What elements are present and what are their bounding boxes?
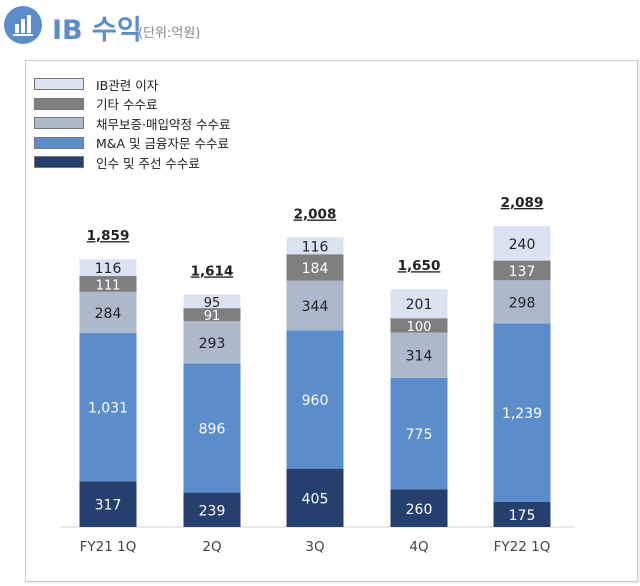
legend-item: IB관련 이자 bbox=[34, 75, 158, 93]
legend-swatch bbox=[34, 156, 84, 168]
data-label: 260 bbox=[406, 502, 433, 518]
bar-segment bbox=[286, 330, 344, 469]
legend-swatch bbox=[34, 117, 84, 129]
category-label: 4Q bbox=[409, 539, 428, 555]
data-label: 960 bbox=[302, 393, 329, 409]
legend-item: 채무보증·매입약정 수수료 bbox=[34, 114, 230, 132]
bar-segment bbox=[79, 275, 137, 292]
category-label: 3Q bbox=[305, 539, 324, 555]
page-title: IB 수익 bbox=[52, 15, 142, 46]
bar-segment bbox=[493, 501, 551, 527]
data-label: 405 bbox=[302, 491, 329, 507]
bar-segment bbox=[286, 468, 344, 527]
data-label: 137 bbox=[509, 264, 536, 280]
legend-swatch bbox=[34, 136, 84, 149]
bar-segment bbox=[390, 489, 448, 527]
bar-segment bbox=[183, 492, 241, 527]
data-label: 298 bbox=[509, 295, 536, 311]
data-label: 240 bbox=[509, 237, 536, 253]
bar-segment bbox=[286, 280, 344, 331]
data-label: 201 bbox=[406, 297, 433, 313]
bar-segment bbox=[183, 321, 241, 364]
total-label: 1,614 bbox=[191, 263, 234, 279]
total-label: 1,859 bbox=[87, 228, 130, 244]
legend-swatch bbox=[34, 78, 84, 90]
bar-segment bbox=[79, 332, 137, 482]
data-label: 293 bbox=[199, 336, 226, 352]
bar-segment bbox=[183, 308, 241, 322]
bar-segment bbox=[390, 332, 448, 378]
legend-label: 인수 및 주선 수수료 bbox=[96, 155, 200, 171]
data-label: 175 bbox=[509, 508, 536, 524]
data-label: 314 bbox=[406, 349, 433, 365]
bar-chart-icon bbox=[4, 6, 42, 44]
data-label: 239 bbox=[199, 503, 226, 519]
bar-segment bbox=[286, 254, 344, 281]
legend-label: IB관련 이자 bbox=[96, 77, 159, 93]
bar-segment bbox=[493, 323, 551, 502]
bar-segment bbox=[390, 289, 448, 319]
legend-swatch bbox=[34, 97, 84, 110]
data-label: 91 bbox=[204, 309, 221, 324]
legend-label: 채무보증·매입약정 수수료 bbox=[96, 116, 231, 132]
bar-segment bbox=[79, 291, 137, 333]
legend-item: M&A 및 금융자문 수수료 bbox=[34, 134, 229, 152]
category-label: 2Q bbox=[202, 539, 221, 555]
data-label: 116 bbox=[95, 261, 122, 277]
legend-label: M&A 및 금융자문 수수료 bbox=[96, 136, 230, 151]
bar-segment bbox=[493, 280, 551, 324]
data-label: 1,239 bbox=[502, 406, 542, 422]
legend-item: 기타 수수료 bbox=[34, 95, 157, 113]
bar-segment bbox=[286, 237, 344, 255]
data-label: 1,031 bbox=[88, 401, 128, 417]
data-label: 116 bbox=[302, 239, 329, 255]
data-label: 775 bbox=[406, 427, 433, 443]
bar-segment bbox=[183, 294, 241, 309]
bar-segment bbox=[79, 481, 137, 527]
chart-frame bbox=[25, 60, 638, 582]
legend-label: 기타 수수료 bbox=[96, 97, 158, 112]
data-label: 896 bbox=[199, 422, 226, 438]
bar-segment bbox=[390, 318, 448, 333]
total-label: 1,650 bbox=[398, 258, 441, 274]
data-label: 95 bbox=[204, 296, 221, 311]
bar-segment bbox=[390, 377, 448, 490]
total-label: 2,089 bbox=[501, 195, 544, 211]
total-label: 2,008 bbox=[294, 207, 337, 223]
bar-segment bbox=[79, 259, 137, 276]
data-label: 284 bbox=[95, 306, 122, 322]
legend-item: 인수 및 주선 수수료 bbox=[34, 153, 200, 171]
data-label: 111 bbox=[96, 278, 121, 293]
data-label: 184 bbox=[302, 261, 329, 277]
unit-label: (단위:억원) bbox=[138, 26, 201, 41]
bar-segment bbox=[493, 225, 551, 261]
data-label: 100 bbox=[407, 320, 432, 335]
bar-segment bbox=[493, 260, 551, 281]
category-label: FY22 1Q bbox=[494, 539, 551, 555]
data-label: 344 bbox=[302, 299, 329, 315]
data-label: 317 bbox=[95, 498, 122, 514]
bar-segment bbox=[183, 363, 241, 493]
category-label: FY21 1Q bbox=[80, 539, 137, 555]
